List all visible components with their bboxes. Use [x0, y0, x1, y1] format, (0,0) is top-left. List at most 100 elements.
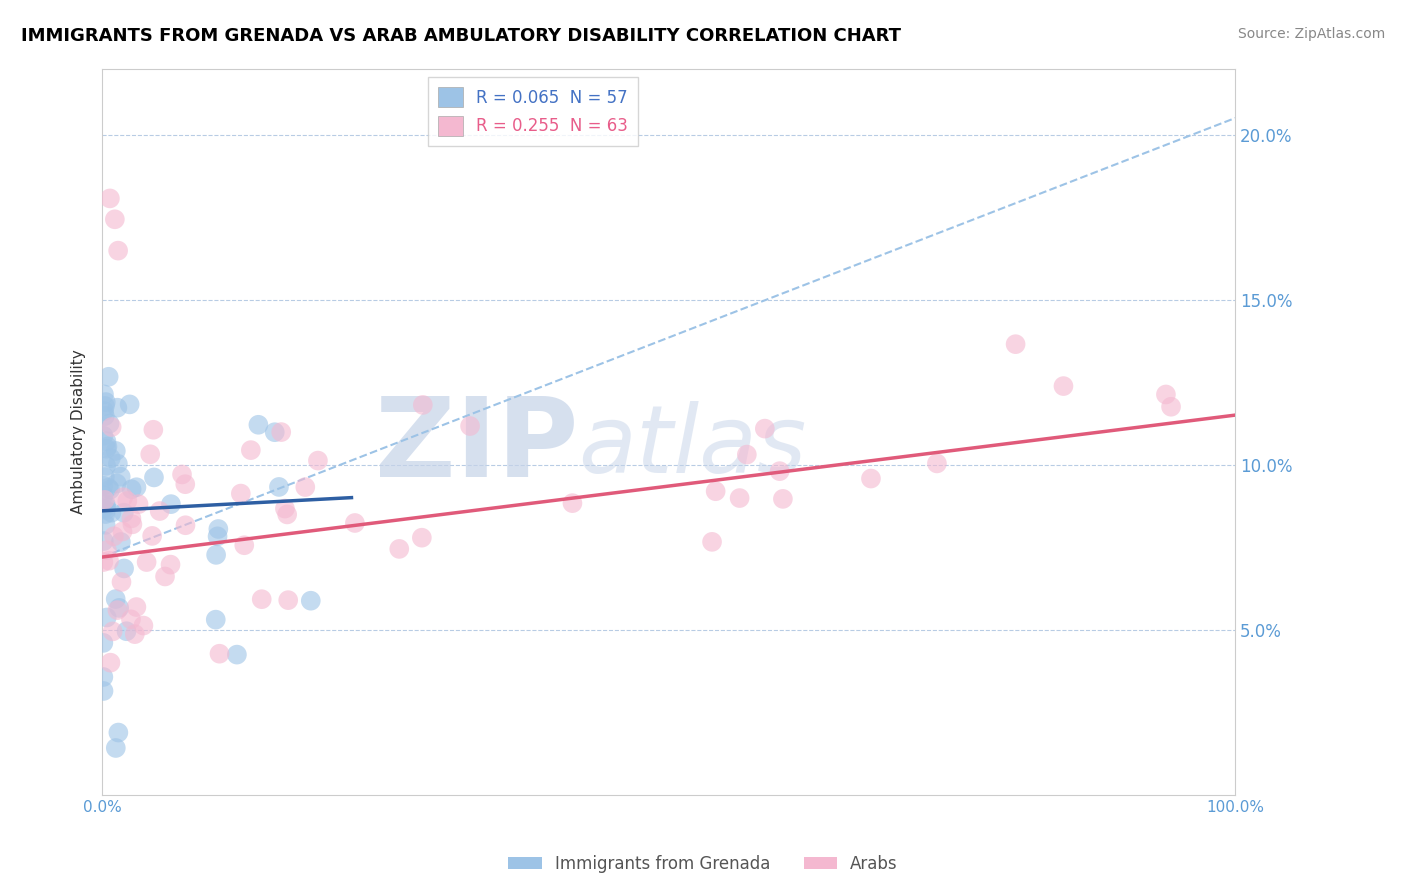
Point: [107, 457, 129, 471]
Point: [277, 593, 299, 607]
Point: [207, 522, 229, 536]
Point: [100, 506, 122, 520]
Point: [115, 624, 138, 639]
Point: [93, 387, 115, 401]
Point: [135, 555, 157, 569]
Point: [294, 480, 316, 494]
Point: [96, 440, 118, 454]
Point: [139, 447, 162, 461]
Point: [233, 538, 256, 552]
Point: [153, 569, 176, 583]
Point: [98, 554, 121, 568]
Point: [93, 636, 115, 650]
Point: [94, 470, 117, 484]
Point: [96, 610, 118, 624]
Point: [93, 501, 115, 516]
Point: [174, 518, 197, 533]
Point: [143, 470, 166, 484]
Point: [94, 498, 117, 512]
Point: [204, 613, 226, 627]
Point: [561, 496, 583, 510]
Legend: R = 0.065  N = 57, R = 0.255  N = 63: R = 0.065 N = 57, R = 0.255 N = 63: [427, 77, 638, 146]
Point: [93, 555, 115, 569]
Point: [299, 593, 322, 607]
Point: [107, 725, 129, 739]
Y-axis label: Ambulatory Disability: Ambulatory Disability: [72, 350, 86, 514]
Point: [112, 506, 135, 520]
Point: [96, 543, 118, 558]
Point: [1160, 400, 1182, 414]
Point: [120, 511, 142, 525]
Point: [100, 656, 122, 670]
Point: [96, 434, 118, 449]
Point: [104, 741, 127, 756]
Point: [98, 483, 121, 497]
Point: [93, 492, 115, 507]
Point: [1154, 387, 1177, 401]
Point: [105, 476, 128, 491]
Point: [110, 574, 132, 589]
Point: [388, 541, 411, 556]
Point: [925, 457, 948, 471]
Legend: Immigrants from Grenada, Arabs: Immigrants from Grenada, Arabs: [502, 848, 904, 880]
Point: [125, 480, 148, 494]
Point: [104, 592, 127, 607]
Point: [112, 490, 135, 504]
Point: [108, 600, 131, 615]
Point: [207, 529, 229, 543]
Point: [274, 501, 297, 516]
Point: [859, 471, 882, 485]
Point: [97, 369, 120, 384]
Point: [276, 508, 298, 522]
Point: [93, 478, 115, 492]
Point: [105, 603, 128, 617]
Point: [120, 612, 142, 626]
Point: [728, 491, 751, 505]
Point: [226, 648, 249, 662]
Point: [229, 486, 252, 500]
Point: [101, 624, 124, 639]
Point: [270, 425, 292, 439]
Point: [93, 429, 115, 443]
Point: [754, 422, 776, 436]
Point: [307, 453, 329, 467]
Point: [149, 504, 172, 518]
Point: [263, 425, 285, 440]
Point: [118, 397, 141, 411]
Point: [94, 409, 117, 423]
Point: [112, 561, 135, 575]
Point: [142, 423, 165, 437]
Point: [107, 244, 129, 258]
Point: [104, 444, 127, 458]
Point: [93, 534, 115, 549]
Point: [105, 401, 128, 415]
Point: [205, 548, 228, 562]
Point: [704, 484, 727, 499]
Point: [772, 491, 794, 506]
Point: [343, 516, 366, 530]
Point: [111, 524, 134, 539]
Point: [94, 458, 117, 473]
Point: [1052, 379, 1074, 393]
Text: IMMIGRANTS FROM GRENADA VS ARAB AMBULATORY DISABILITY CORRELATION CHART: IMMIGRANTS FROM GRENADA VS ARAB AMBULATO…: [21, 27, 901, 45]
Point: [132, 618, 155, 632]
Point: [103, 529, 125, 543]
Point: [110, 535, 132, 549]
Point: [94, 500, 117, 514]
Point: [141, 529, 163, 543]
Point: [247, 417, 270, 432]
Text: Source: ZipAtlas.com: Source: ZipAtlas.com: [1237, 27, 1385, 41]
Point: [93, 670, 115, 684]
Point: [98, 191, 121, 205]
Point: [267, 480, 290, 494]
Point: [174, 477, 197, 491]
Text: atlas: atlas: [578, 401, 806, 491]
Point: [735, 448, 758, 462]
Point: [117, 494, 139, 508]
Point: [94, 503, 117, 517]
Point: [98, 417, 121, 431]
Point: [110, 469, 132, 483]
Point: [250, 592, 273, 607]
Point: [93, 684, 115, 698]
Point: [239, 443, 262, 458]
